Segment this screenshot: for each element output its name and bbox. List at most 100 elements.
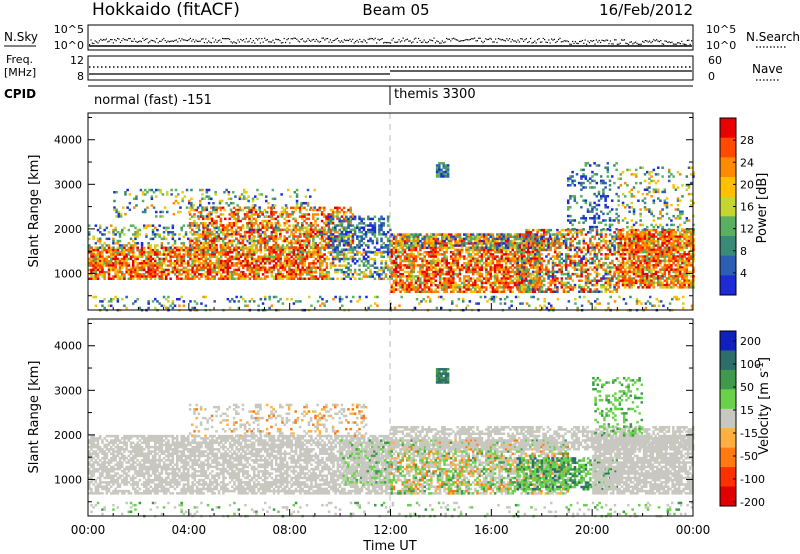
- echo-cell: [164, 206, 167, 209]
- echo-cell: [272, 198, 275, 201]
- echo-cell: [476, 244, 479, 247]
- echo-cell: [474, 288, 477, 291]
- echo-cell: [397, 244, 400, 247]
- echo-cell: [470, 291, 473, 294]
- echo-cell: [417, 251, 420, 254]
- echo-cell: [108, 231, 111, 234]
- echo-cell: [490, 240, 493, 243]
- echo-cell: [121, 251, 124, 254]
- echo-cell: [305, 222, 308, 225]
- echo-cell: [209, 256, 212, 259]
- echo-cell: [264, 253, 267, 256]
- echo-cell: [529, 253, 532, 256]
- echo-cell: [367, 229, 370, 232]
- echo-cell: [470, 240, 473, 243]
- echo-cell: [286, 237, 289, 240]
- echo-cell: [468, 236, 471, 239]
- echo-cell: [101, 251, 104, 254]
- nsky-point: [530, 38, 531, 39]
- echo-cell: [145, 262, 148, 265]
- nsky-point: [617, 44, 618, 45]
- echo-cell: [487, 249, 490, 252]
- echo-cell: [343, 251, 346, 254]
- echo-cell: [259, 235, 262, 238]
- echo-cell: [406, 236, 409, 239]
- nsky-point: [370, 38, 371, 39]
- echo-cell: [198, 244, 201, 247]
- echo-cell: [437, 286, 440, 289]
- echo-cell: [349, 211, 352, 214]
- echo-cell: [343, 278, 346, 281]
- echo-cell: [496, 242, 499, 245]
- echo-cell: [99, 264, 102, 267]
- echo-cell: [413, 266, 416, 269]
- nsky-point: [576, 43, 577, 44]
- echo-cell: [439, 275, 442, 278]
- nsky-point: [586, 44, 587, 45]
- echo-cell: [395, 255, 398, 257]
- echo-cell: [472, 260, 475, 263]
- echo-cell: [308, 256, 311, 259]
- echo-cell: [376, 240, 379, 243]
- echo-cell: [457, 236, 460, 239]
- echo-cell: [512, 242, 515, 245]
- echo-cell: [222, 267, 225, 270]
- echo-cell: [108, 275, 111, 278]
- echo-cell: [358, 273, 361, 276]
- nsky-point: [232, 42, 233, 43]
- echo-cell: [299, 256, 302, 259]
- nsky-point: [632, 43, 633, 44]
- echo-cell: [155, 189, 158, 192]
- echo-cell: [187, 253, 190, 256]
- echo-cell: [325, 242, 328, 245]
- echo-cell: [266, 256, 269, 259]
- echo-cell: [139, 233, 142, 236]
- echo-cell: [152, 249, 155, 252]
- echo-cell: [327, 213, 330, 216]
- echo-cell: [498, 233, 501, 236]
- echo-cell: [432, 282, 435, 285]
- echo-cell: [277, 256, 280, 259]
- echo-cell: [237, 218, 240, 221]
- echo-cell: [319, 267, 322, 270]
- echo-cell: [374, 278, 377, 281]
- echo-cell: [169, 256, 172, 259]
- echo-cell: [363, 227, 366, 230]
- echo-cell: [310, 275, 313, 278]
- echo-cell: [191, 260, 194, 263]
- echo-cell: [496, 249, 499, 252]
- echo-cell: [207, 251, 210, 254]
- echo-cell: [169, 246, 172, 249]
- echo-cell: [299, 249, 302, 252]
- echo-cell: [264, 235, 267, 238]
- echo-cell: [505, 271, 508, 274]
- echo-cell: [228, 222, 231, 225]
- echo-cell: [220, 207, 223, 210]
- echo-cell: [525, 271, 528, 274]
- echo-cell: [525, 284, 528, 287]
- echo-cell: [213, 269, 216, 272]
- echo-cell: [147, 224, 150, 227]
- echo-cell: [304, 269, 307, 272]
- echo-cell: [490, 264, 493, 267]
- echo-cell: [208, 195, 211, 198]
- echo-cell: [479, 271, 482, 274]
- echo-cell: [200, 273, 203, 276]
- echo-cell: [112, 258, 115, 261]
- echo-cell: [410, 233, 413, 236]
- nsky-point: [548, 39, 549, 40]
- echo-cell: [275, 233, 278, 236]
- echo-cell: [479, 275, 482, 278]
- echo-cell: [450, 269, 453, 272]
- echo-cell: [183, 267, 186, 270]
- echo-cell: [406, 284, 409, 287]
- echo-cell: [465, 266, 468, 269]
- echo-cell: [435, 264, 438, 267]
- echo-cell: [397, 288, 400, 291]
- echo-cell: [365, 235, 368, 238]
- echo-cell: [404, 258, 407, 261]
- echo-cell: [260, 278, 263, 281]
- echo-cell: [369, 229, 372, 232]
- echo-cell: [413, 264, 416, 267]
- nsky-point: [257, 39, 258, 40]
